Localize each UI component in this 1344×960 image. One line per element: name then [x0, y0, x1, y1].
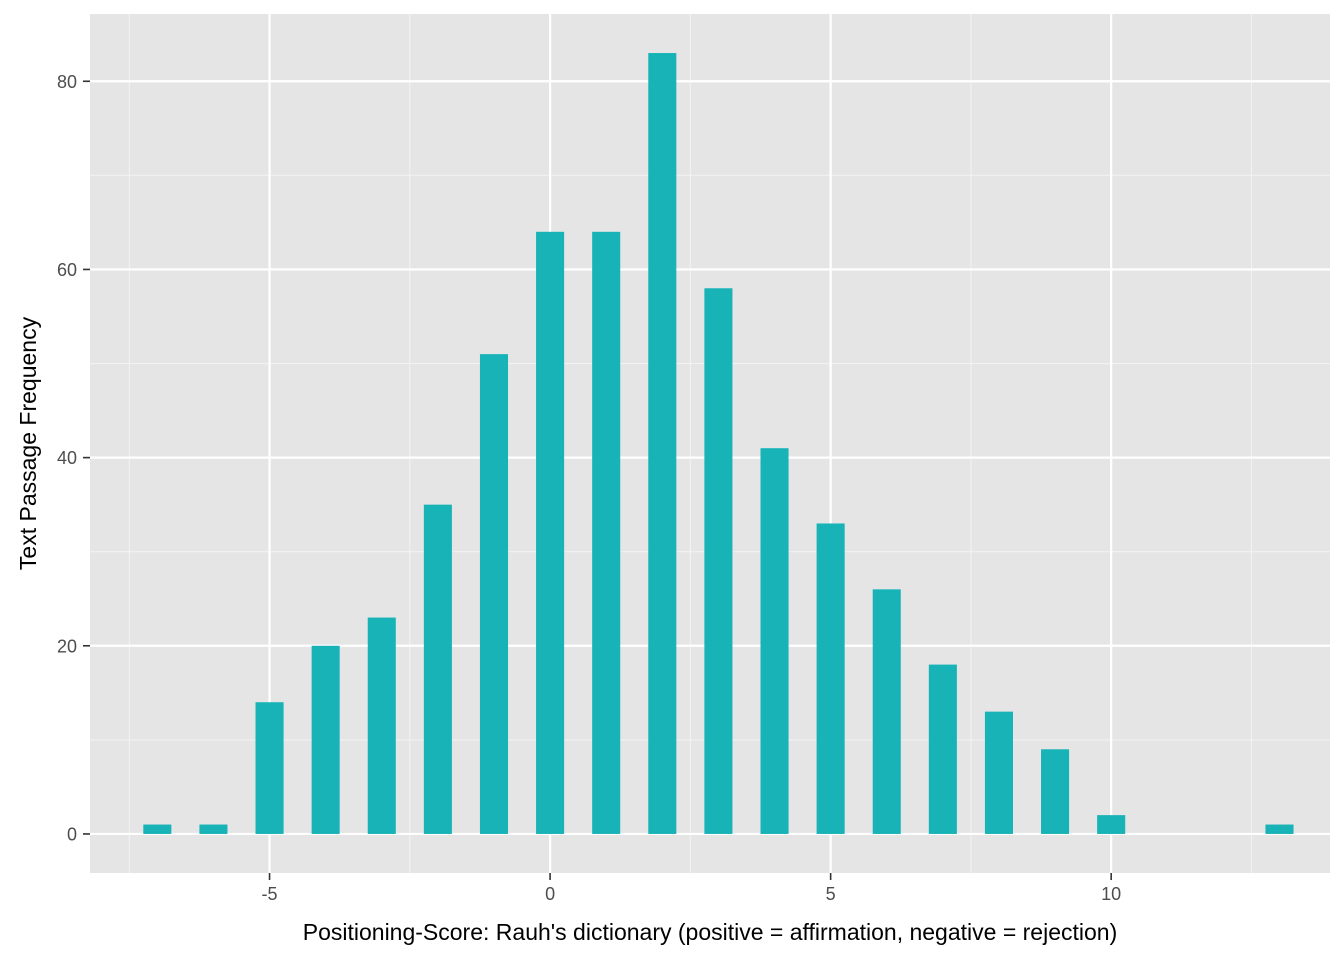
y-tick-label: 80: [57, 72, 77, 92]
bar: [984, 711, 1013, 834]
y-axis-title: Text Passage Frequency: [15, 316, 41, 570]
y-axis-tick-labels: 0 20 40 60 80: [57, 72, 77, 845]
bar: [648, 53, 677, 834]
bar: [928, 664, 957, 834]
bar: [423, 504, 452, 834]
bars-layer: [143, 53, 1294, 834]
bar: [1265, 824, 1294, 834]
bar: [872, 589, 901, 834]
x-tick-label: 5: [826, 884, 836, 904]
bar: [199, 824, 228, 834]
bar: [816, 523, 845, 834]
y-tick-label: 60: [57, 260, 77, 280]
bar: [479, 354, 509, 834]
bar: [536, 231, 565, 834]
x-axis-tick-labels: -5 0 5 10: [262, 884, 1122, 904]
x-axis-title: Positioning-Score: Rauh's dictionary (po…: [303, 919, 1118, 945]
y-tick-label: 0: [67, 824, 77, 844]
bar: [255, 702, 284, 834]
y-tick-label: 20: [57, 636, 77, 656]
bar: [592, 231, 621, 834]
bar: [704, 288, 733, 834]
bar: [367, 617, 396, 834]
bar: [143, 824, 172, 834]
bar: [760, 448, 789, 834]
x-tick-label: -5: [262, 884, 278, 904]
y-tick-label: 40: [57, 448, 77, 468]
axis-ticks: [83, 80, 1112, 880]
bar: [1041, 749, 1070, 834]
bar: [1097, 815, 1126, 834]
bar: [311, 645, 340, 834]
x-tick-label: 0: [545, 884, 555, 904]
x-tick-label: 10: [1101, 884, 1121, 904]
